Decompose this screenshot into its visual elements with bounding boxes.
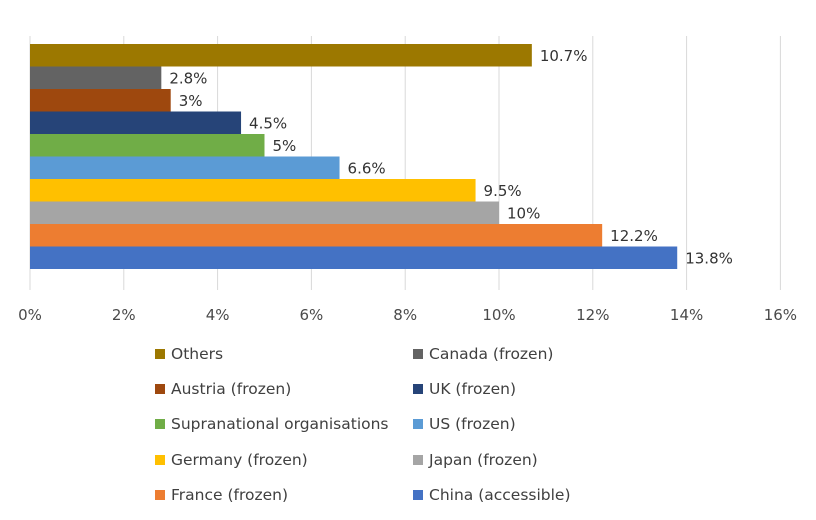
x-tick-label: 6% bbox=[300, 306, 324, 324]
bar-france-frozen bbox=[30, 224, 603, 247]
bar-others bbox=[30, 44, 532, 67]
data-label: 6.6% bbox=[348, 159, 386, 177]
data-label: 4.5% bbox=[249, 114, 287, 132]
data-label: 10.7% bbox=[540, 47, 588, 65]
bar-canada-frozen bbox=[30, 66, 162, 89]
x-tick-label: 0% bbox=[18, 306, 42, 324]
data-label: 12.2% bbox=[610, 227, 658, 245]
x-tick-label: 8% bbox=[393, 306, 417, 324]
data-label: 2.8% bbox=[169, 69, 207, 87]
bar-germany-frozen bbox=[30, 179, 476, 202]
x-tick-label: 10% bbox=[482, 306, 515, 324]
data-label: 5% bbox=[273, 137, 297, 155]
data-label: 13.8% bbox=[685, 249, 733, 267]
x-axis-ticks: 0% 2% 4% 6% 8% 10% 12% 14% 16% bbox=[18, 306, 797, 324]
bar-uk-frozen bbox=[30, 111, 242, 134]
x-tick-label: 14% bbox=[670, 306, 703, 324]
data-label: 9.5% bbox=[484, 182, 522, 200]
bar-china-accessible bbox=[30, 246, 678, 269]
x-tick-label: 12% bbox=[576, 306, 609, 324]
bar-supranational-organisations bbox=[30, 134, 265, 157]
data-label: 10% bbox=[507, 204, 540, 222]
bar-austria-frozen bbox=[30, 89, 171, 112]
bar-group bbox=[30, 44, 678, 269]
data-label: 3% bbox=[179, 92, 203, 110]
data-label-group: 10.7% 2.8% 3% 4.5% 5% 6.6% 9.5% 10% 12.2% 13.8% bbox=[169, 47, 733, 268]
bar-us-frozen bbox=[30, 156, 340, 179]
x-tick-label: 4% bbox=[206, 306, 230, 324]
bar-japan-frozen bbox=[30, 201, 499, 224]
x-tick-label: 2% bbox=[112, 306, 136, 324]
x-tick-label: 16% bbox=[764, 306, 797, 324]
